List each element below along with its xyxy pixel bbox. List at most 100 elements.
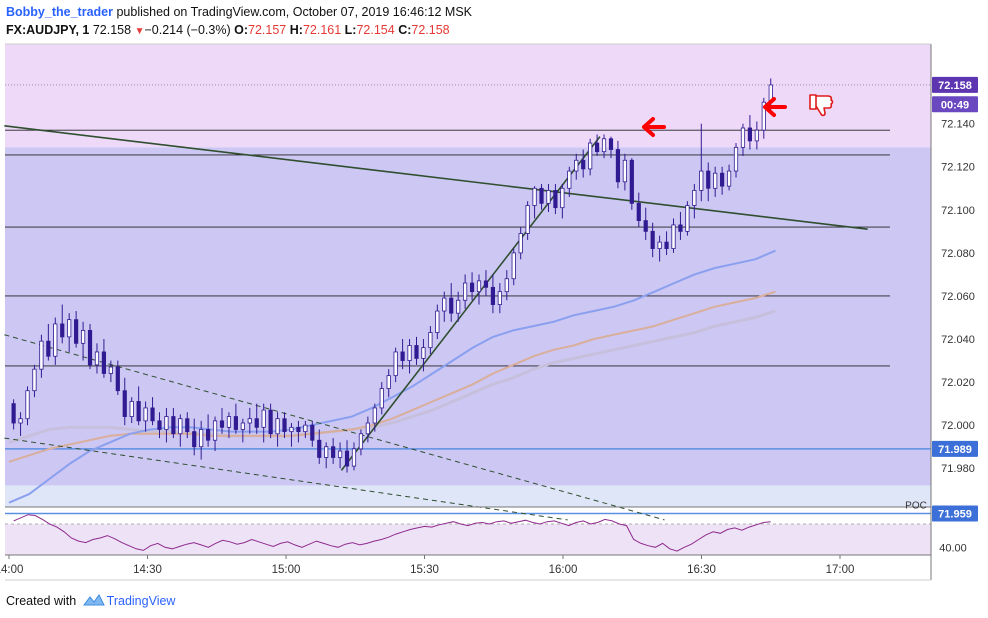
candle-body bbox=[615, 149, 621, 183]
candle-body bbox=[53, 323, 58, 357]
candle-body bbox=[80, 330, 86, 344]
price-tick-label: 72.000 bbox=[941, 420, 975, 432]
candle-body bbox=[337, 450, 343, 458]
price-tick-label: 72.060 bbox=[941, 291, 975, 303]
candle-body bbox=[463, 282, 468, 301]
candle-body bbox=[164, 416, 169, 430]
candle-body bbox=[324, 446, 329, 458]
candle-body bbox=[74, 319, 79, 344]
low-value: 72.154 bbox=[356, 23, 395, 37]
candle-body bbox=[192, 431, 197, 448]
candle-body bbox=[733, 146, 739, 172]
candle-body bbox=[254, 418, 259, 428]
candle-body bbox=[581, 159, 586, 170]
price-tick-label: 72.120 bbox=[941, 162, 975, 174]
open-label: O: bbox=[234, 23, 249, 37]
candle-body bbox=[157, 420, 162, 430]
left-arrow-icon bbox=[763, 97, 787, 117]
candle-body bbox=[136, 401, 141, 422]
candle-body bbox=[94, 351, 100, 366]
candle-body bbox=[25, 390, 30, 420]
candle-body bbox=[720, 172, 725, 187]
last-price: 72.158 bbox=[92, 23, 132, 37]
candle-body bbox=[206, 429, 211, 441]
candle-body bbox=[671, 224, 676, 249]
ma-fast-line bbox=[8, 249, 776, 504]
candle-body bbox=[289, 426, 294, 433]
candle-body bbox=[372, 407, 377, 424]
candle-body bbox=[212, 420, 218, 441]
dashed-trendline bbox=[4, 334, 665, 521]
candle-body bbox=[699, 170, 704, 191]
price-tick-label: 72.040 bbox=[941, 334, 975, 346]
candle-body bbox=[629, 159, 634, 204]
candle-body bbox=[421, 347, 426, 359]
candle-body bbox=[504, 278, 509, 293]
candle-body bbox=[435, 310, 440, 333]
candle-body bbox=[442, 297, 447, 312]
candle-body bbox=[747, 127, 753, 142]
candle-body bbox=[39, 340, 44, 370]
candle-body bbox=[469, 282, 475, 293]
candle-body bbox=[664, 241, 669, 249]
price-tag-label: 71.989 bbox=[938, 444, 972, 456]
candle-body bbox=[178, 418, 183, 435]
candle-body bbox=[407, 345, 412, 361]
candle-body bbox=[185, 418, 190, 433]
candle-body bbox=[275, 418, 280, 435]
candle-body bbox=[567, 170, 572, 189]
candle-body bbox=[518, 233, 523, 254]
candle-body bbox=[247, 418, 252, 424]
symbol: FX:AUDJPY, 1 bbox=[6, 23, 90, 37]
candle-body bbox=[456, 299, 461, 314]
publish-info: Bobby_the_trader published on TradingVie… bbox=[6, 5, 472, 19]
candle-body bbox=[296, 426, 301, 433]
candle-body bbox=[692, 190, 697, 206]
price-tick-label: 72.080 bbox=[941, 248, 975, 260]
time-tick-label: 14:30 bbox=[133, 564, 162, 576]
symbol-info: FX:AUDJPY, 1 72.158 ▼−0.214 (−0.3%) O: 72… bbox=[6, 23, 450, 37]
change: −0.214 (−0.3%) bbox=[144, 23, 231, 37]
candle-body bbox=[365, 422, 370, 435]
candle-body bbox=[761, 101, 766, 131]
lower-band bbox=[5, 485, 931, 507]
price-tag-label: 00:49 bbox=[941, 99, 969, 111]
dashed-trendline bbox=[4, 437, 568, 521]
upper-band bbox=[5, 44, 931, 148]
candle-body bbox=[713, 172, 718, 189]
down-triangle-icon: ▼ bbox=[134, 26, 145, 37]
tradingview-link[interactable]: TradingView bbox=[106, 594, 176, 608]
rsi-band bbox=[5, 524, 931, 555]
candle-body bbox=[754, 129, 759, 142]
candle-body bbox=[18, 418, 23, 424]
price-tag bbox=[932, 440, 978, 457]
time-tick-label: 16:00 bbox=[549, 564, 578, 576]
candle-body bbox=[476, 280, 482, 293]
candle-body bbox=[643, 220, 648, 232]
candle-body bbox=[60, 323, 65, 338]
low-label: L: bbox=[344, 23, 357, 37]
price-tag-label: 72.158 bbox=[938, 80, 972, 92]
candle-body bbox=[622, 159, 627, 183]
candle-body bbox=[490, 286, 496, 305]
candle-body bbox=[129, 401, 134, 417]
candle-body bbox=[588, 142, 593, 170]
candle-body bbox=[261, 409, 266, 428]
candle-body bbox=[511, 252, 516, 280]
candle-body bbox=[650, 230, 655, 249]
candle-body bbox=[608, 138, 614, 150]
candle-body bbox=[32, 368, 37, 392]
candle-body bbox=[657, 241, 662, 249]
candle-body bbox=[636, 202, 641, 221]
candle-body bbox=[386, 375, 391, 389]
candle-body bbox=[483, 280, 489, 288]
candle-body bbox=[497, 291, 502, 305]
candle-body bbox=[428, 332, 433, 349]
price-tag-label: 71.959 bbox=[938, 508, 972, 520]
candle-body bbox=[532, 187, 537, 206]
time-tick-label: 15:00 bbox=[272, 564, 301, 576]
candle-body bbox=[282, 418, 287, 433]
candle-body bbox=[685, 205, 690, 232]
author-link[interactable]: Bobby_the_trader bbox=[6, 5, 113, 19]
